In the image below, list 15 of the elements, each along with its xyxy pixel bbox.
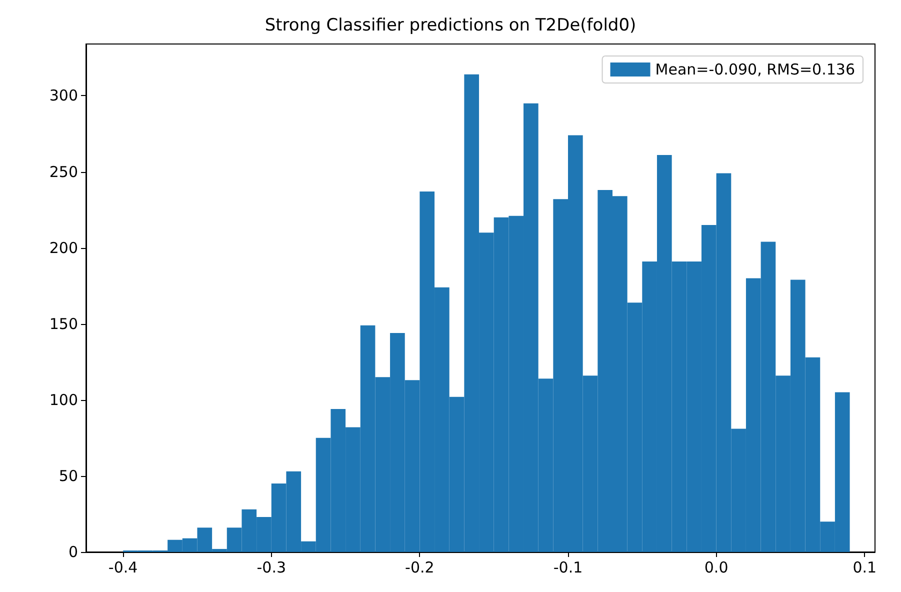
- x-tick-label: -0.2: [405, 558, 434, 576]
- chart-title: Strong Classifier predictions on T2De(fold0): [264, 16, 636, 36]
- y-tick-label: 300: [49, 86, 78, 105]
- x-tick-label: -0.1: [553, 558, 583, 576]
- y-tick-label: 150: [49, 314, 78, 333]
- y-tick-label: 100: [49, 390, 78, 409]
- x-tick-label: -0.3: [256, 558, 286, 576]
- y-tick-label: 0: [68, 543, 78, 561]
- x-tick-label: 0.1: [852, 558, 877, 576]
- y-tick-label: 250: [49, 162, 78, 181]
- legend-label: Mean=-0.090, RMS=0.136: [655, 60, 856, 78]
- y-tick-label: 200: [49, 238, 78, 257]
- x-tick-label: 0.0: [704, 558, 728, 576]
- y-tick-label: 50: [58, 466, 78, 485]
- x-tick-label: -0.4: [108, 558, 138, 576]
